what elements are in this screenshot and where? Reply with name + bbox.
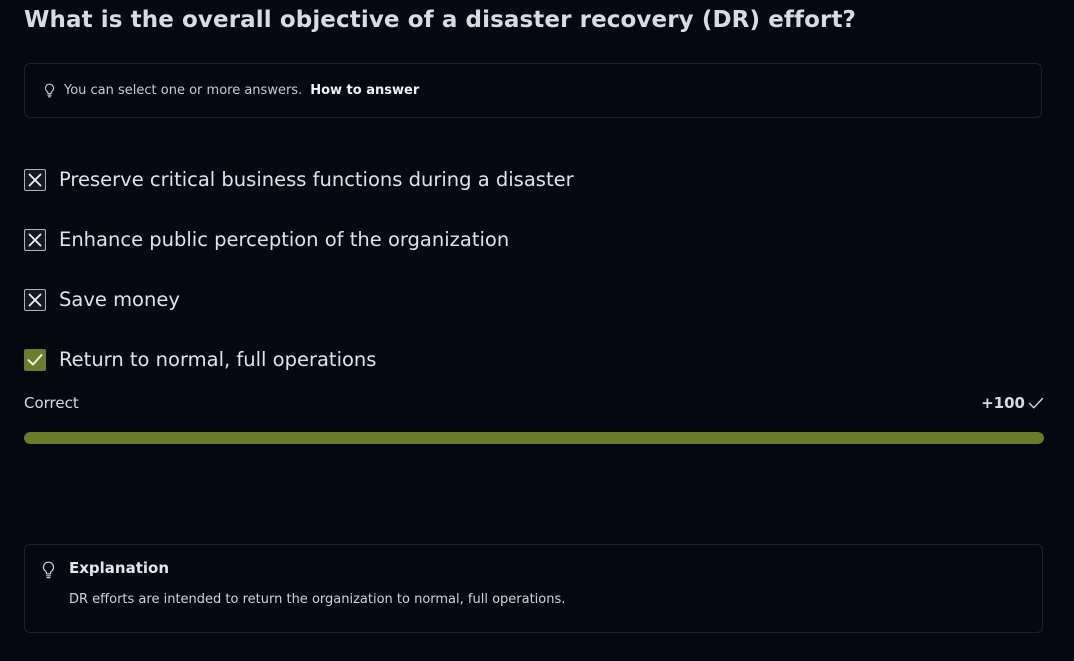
hint-box: You can select one or more answers. How … (24, 63, 1042, 118)
answer-option-1[interactable]: Preserve critical business functions dur… (24, 168, 574, 191)
lightbulb-icon (44, 83, 55, 98)
hint-text: You can select one or more answers. (64, 83, 303, 98)
score-value: +100 (981, 394, 1025, 412)
result-row: Correct +100 (24, 394, 1044, 412)
explanation-box: Explanation DR efforts are intended to r… (24, 544, 1043, 633)
answer-option-label: Return to normal, full operations (59, 348, 377, 371)
answer-option-2[interactable]: Enhance public perception of the organiz… (24, 228, 509, 251)
answer-option-label: Enhance public perception of the organiz… (59, 228, 510, 251)
answer-option-label: Preserve critical business functions dur… (59, 168, 574, 191)
answer-option-4[interactable]: Return to normal, full operations (24, 348, 376, 371)
answer-option-3[interactable]: Save money (24, 288, 180, 311)
check-icon[interactable] (24, 348, 46, 371)
score-display: +100 (981, 394, 1044, 412)
how-to-answer-link[interactable]: How to answer (310, 83, 420, 98)
lightbulb-icon (42, 561, 55, 579)
cross-icon[interactable] (24, 228, 46, 251)
cross-icon[interactable] (24, 288, 46, 311)
checkmark-icon (1028, 397, 1044, 408)
result-label: Correct (24, 394, 79, 412)
question-title: What is the overall objective of a disas… (24, 7, 856, 33)
progress-bar (24, 432, 1044, 444)
progress-fill (24, 432, 1044, 444)
answer-option-label: Save money (59, 288, 180, 311)
explanation-title: Explanation (69, 559, 170, 577)
explanation-text: DR efforts are intended to return the or… (69, 592, 566, 607)
cross-icon[interactable] (24, 168, 46, 191)
